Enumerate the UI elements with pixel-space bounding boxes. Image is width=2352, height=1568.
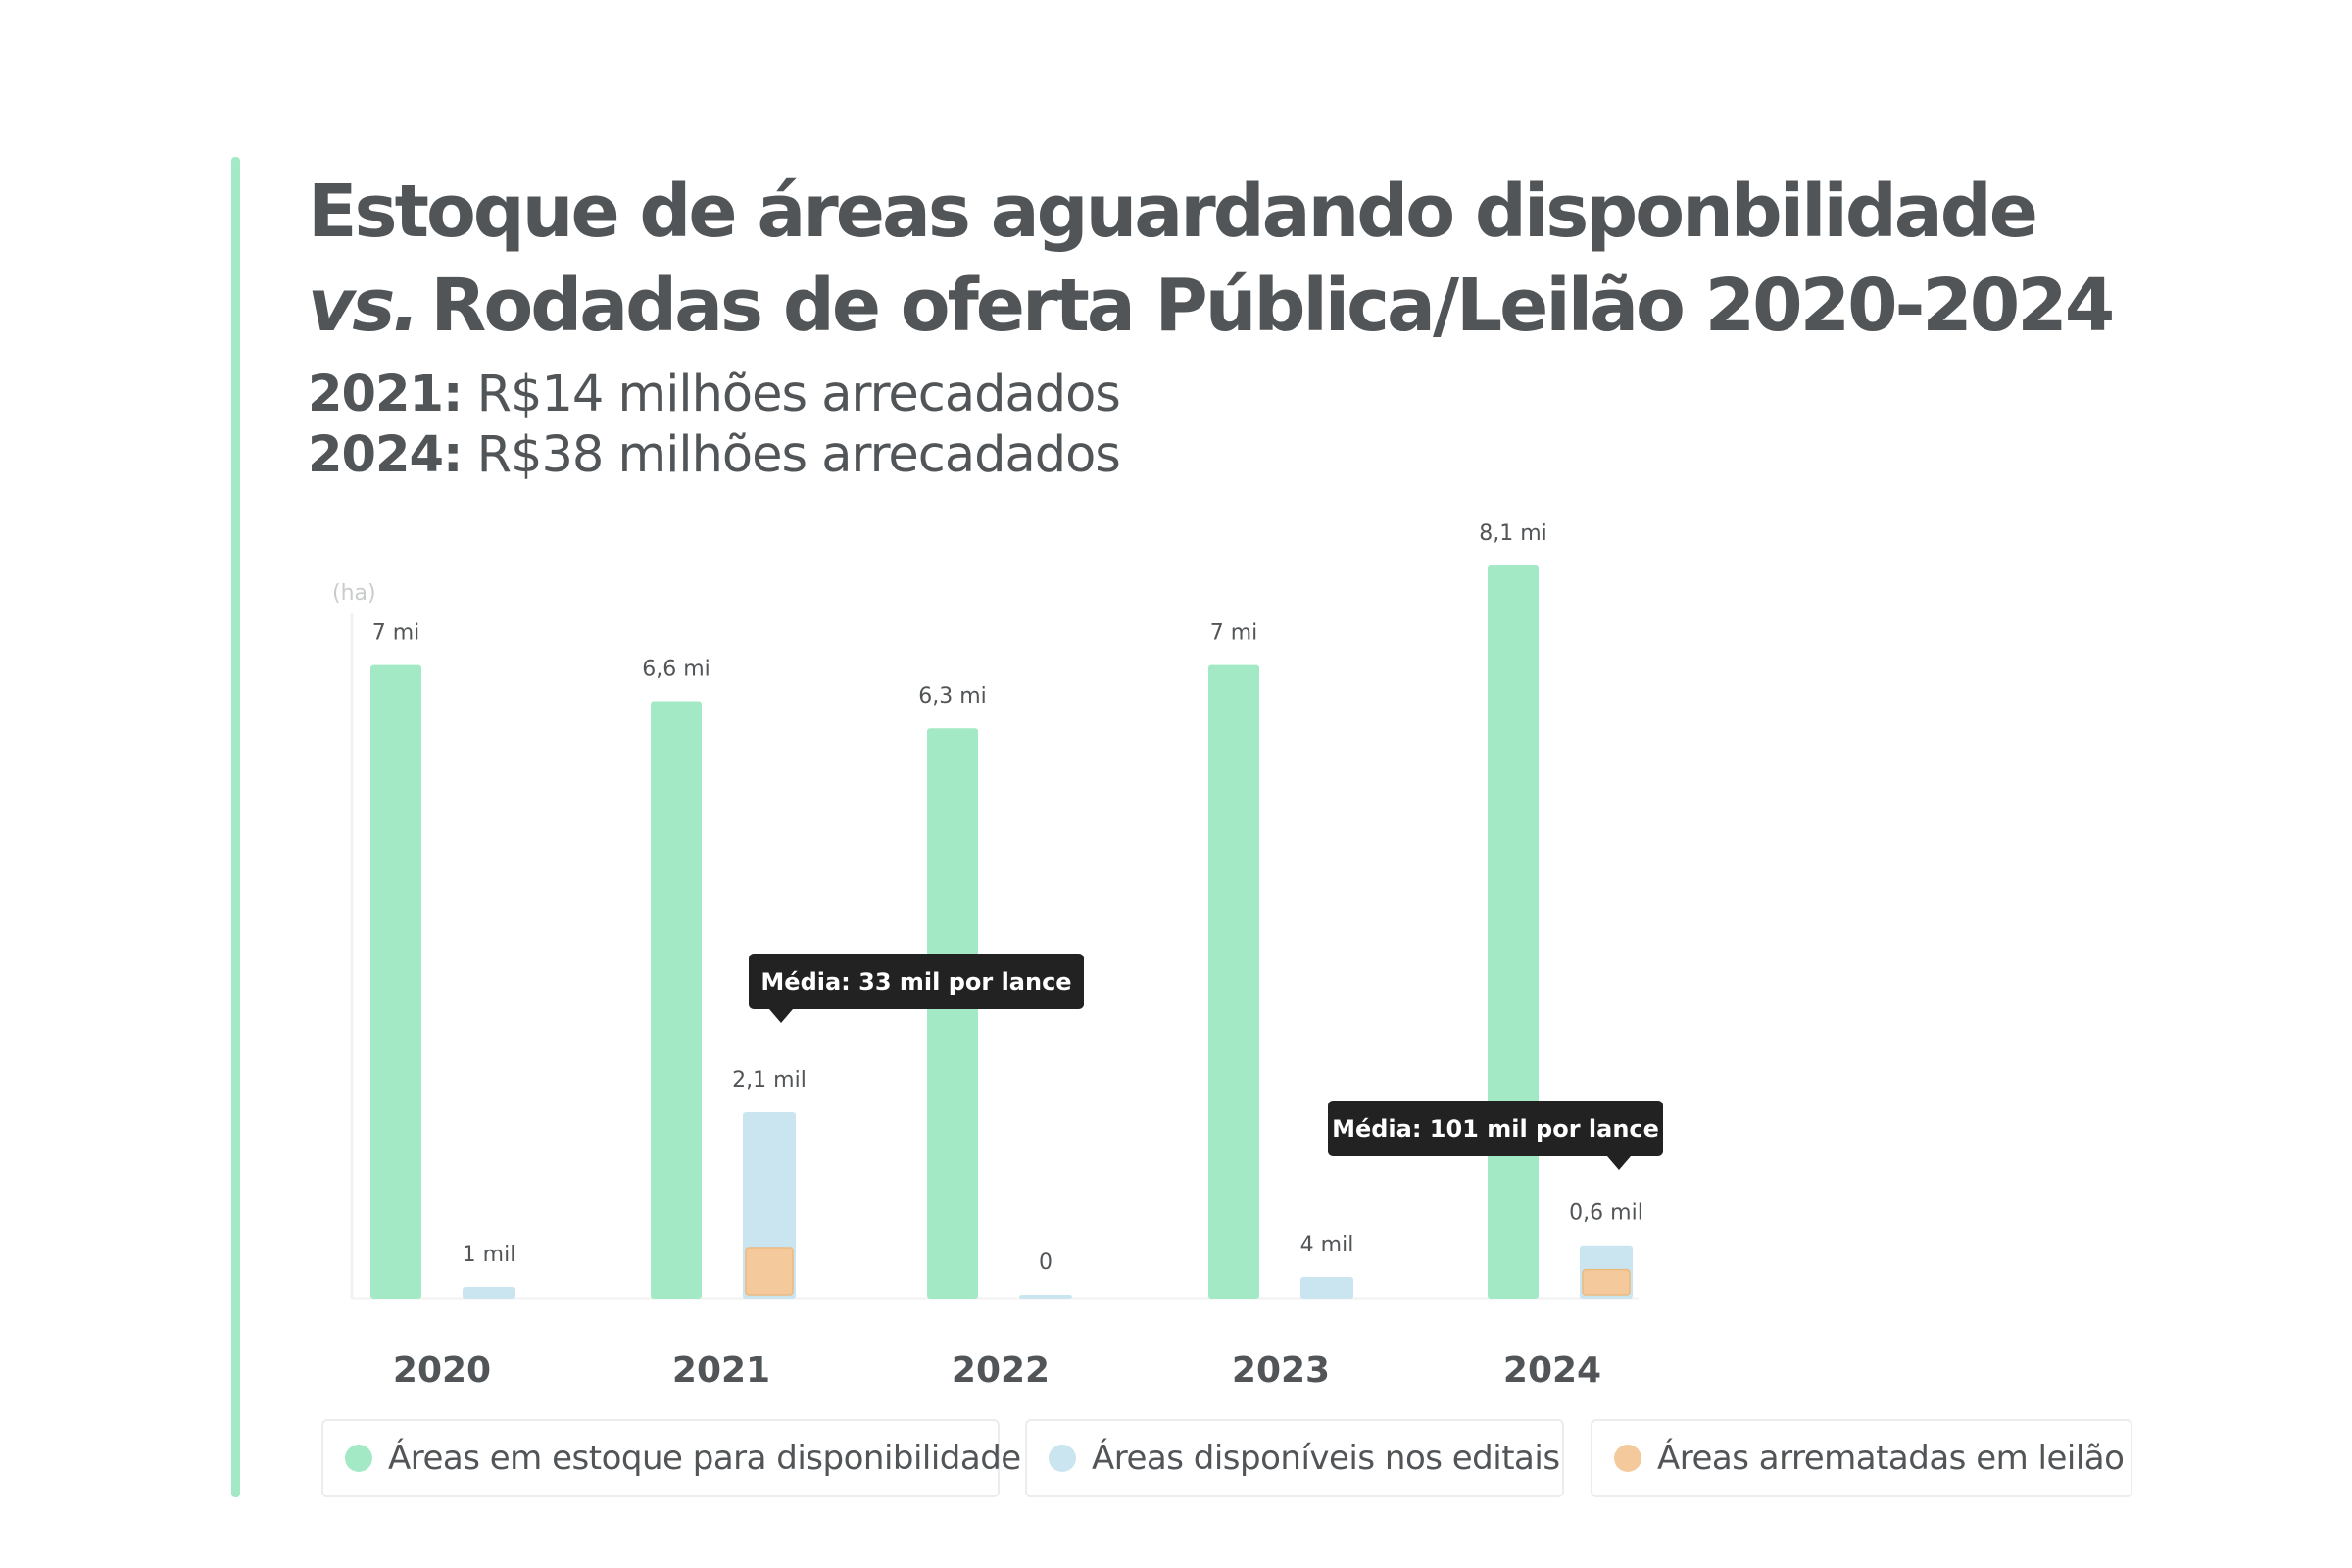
summary-line-2021: 2021: R$14 milhões arrecadados <box>308 365 2170 425</box>
stock-value-label-2022: 6,3 mi <box>918 684 987 709</box>
stock-value-label-2021: 6,6 mi <box>642 658 710 682</box>
annotation-2024-pointer <box>1607 1156 1631 1170</box>
annotation-2024-text: Média: 101 mil por lance <box>1332 1115 1659 1143</box>
summary-year: 2021: <box>308 366 463 423</box>
editais-value-label-2022: 0 <box>1039 1250 1053 1275</box>
stock-bar-2023 <box>1208 664 1259 1298</box>
stock-value-label-2020: 7 mi <box>372 621 420 646</box>
x-tick-label-2024: 2024 <box>1503 1350 1601 1391</box>
x-tick-label-2020: 2020 <box>393 1350 491 1391</box>
arrematadas-bar-2021 <box>745 1247 794 1296</box>
legend-item-arrematadas[interactable]: Áreas arrematadas em leilão <box>1591 1419 2132 1497</box>
legend-item-stock[interactable]: Áreas em estoque para disponibilidade <box>321 1419 1021 1497</box>
stock-bar-2024 <box>1488 565 1539 1298</box>
legend-swatch-stock <box>345 1445 372 1472</box>
revenue-summary: 2021: R$14 milhões arrecadados 2024: R$3… <box>308 365 2170 486</box>
stock-bar-2022 <box>927 728 978 1298</box>
legend-swatch-editais <box>1049 1445 1076 1472</box>
title-vs: vs. <box>308 264 419 348</box>
stock-bar-2020 <box>370 664 421 1298</box>
arrematadas-bar-2024 <box>1582 1268 1631 1296</box>
editais-bar-2022 <box>1019 1295 1072 1298</box>
annotation-2021-box <box>749 954 1084 1009</box>
title-line-2: Rodadas de oferta Pública/Leilão 2020-20… <box>430 264 2115 348</box>
title-line-1: Estoque de áreas aguardando disponbilida… <box>308 170 2038 254</box>
summary-text: R$38 milhões arrecadados <box>476 426 1121 484</box>
x-tick-label-2021: 2021 <box>672 1350 770 1391</box>
stock-value-label-2023: 7 mi <box>1210 621 1258 646</box>
editais-value-label-2020: 1 mil <box>463 1243 516 1267</box>
summary-line-2024: 2024: R$38 milhões arrecadados <box>308 425 2170 486</box>
annotation-2021-pointer <box>769 1009 793 1023</box>
annotation-2024-box <box>1328 1101 1663 1156</box>
editais-value-label-2024: 0,6 mil <box>1569 1201 1643 1226</box>
editais-value-label-2023: 4 mil <box>1300 1233 1354 1257</box>
legend-item-editais[interactable]: Áreas disponíveis nos editais <box>1025 1419 1564 1497</box>
stock-value-label-2024: 8,1 mi <box>1479 521 1547 546</box>
summary-year: 2024: <box>308 426 463 484</box>
annotation-2021-text: Média: 33 mil por lance <box>760 968 1071 996</box>
y-axis-unit-label: (ha) <box>332 581 376 606</box>
legend-label: Áreas em estoque para disponibilidade <box>388 1439 1021 1478</box>
x-tick-label-2023: 2023 <box>1232 1350 1330 1391</box>
legend-label: Áreas disponíveis nos editais <box>1092 1439 1560 1478</box>
chart-title: Estoque de áreas aguardando disponbilida… <box>308 165 2170 353</box>
legend-label: Áreas arrematadas em leilão <box>1657 1439 2125 1478</box>
editais-value-label-2021: 2,1 mil <box>732 1068 807 1093</box>
accent-rule <box>231 157 240 1497</box>
summary-text: R$14 milhões arrecadados <box>476 366 1121 423</box>
editais-bar-2023 <box>1300 1277 1353 1298</box>
x-tick-label-2022: 2022 <box>952 1350 1050 1391</box>
legend-swatch-arrematadas <box>1614 1445 1642 1472</box>
editais-bar-2020 <box>463 1287 515 1298</box>
stock-bar-2021 <box>651 701 702 1298</box>
